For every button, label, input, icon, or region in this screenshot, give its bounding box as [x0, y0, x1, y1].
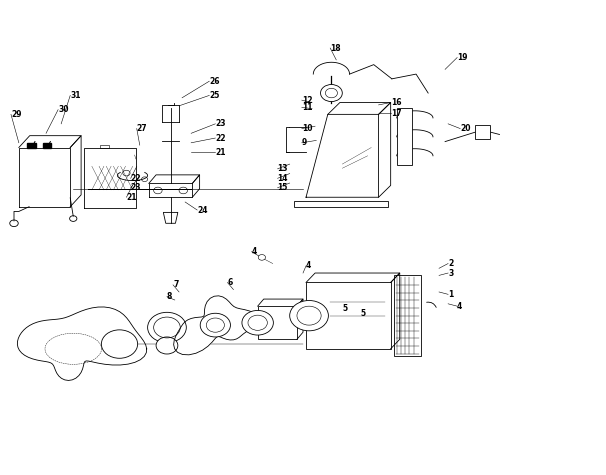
Text: 15: 15: [278, 183, 288, 192]
Bar: [475, 125, 490, 139]
Text: 22: 22: [215, 133, 226, 142]
Circle shape: [148, 313, 186, 342]
Text: 20: 20: [460, 124, 471, 133]
Text: 29: 29: [11, 110, 21, 119]
Text: 24: 24: [197, 206, 208, 215]
Text: 7: 7: [173, 280, 178, 289]
Text: 17: 17: [391, 109, 401, 118]
Text: 4: 4: [457, 302, 462, 311]
Circle shape: [290, 301, 328, 331]
Circle shape: [258, 255, 265, 260]
Text: 13: 13: [278, 164, 288, 173]
Text: 14: 14: [278, 174, 288, 183]
Text: 23: 23: [131, 183, 141, 192]
Text: 4: 4: [306, 261, 311, 270]
Text: 21: 21: [127, 193, 137, 202]
Circle shape: [101, 330, 138, 358]
Bar: [258, 306, 297, 339]
Circle shape: [242, 311, 273, 335]
Text: 5: 5: [361, 309, 365, 318]
Text: 2: 2: [448, 259, 453, 268]
Text: 19: 19: [457, 53, 468, 62]
Polygon shape: [174, 296, 258, 355]
Circle shape: [200, 314, 230, 337]
Text: 22: 22: [131, 174, 141, 183]
Text: 1: 1: [448, 290, 453, 299]
Polygon shape: [306, 114, 379, 197]
Bar: [99, 145, 108, 149]
Text: 9: 9: [302, 138, 307, 147]
Text: 10: 10: [302, 124, 312, 133]
Text: 4: 4: [251, 247, 257, 256]
Polygon shape: [18, 307, 147, 380]
Circle shape: [123, 170, 130, 176]
Circle shape: [179, 187, 187, 194]
Text: 18: 18: [330, 44, 341, 53]
Text: 16: 16: [391, 98, 401, 107]
Text: 5: 5: [342, 304, 347, 313]
Circle shape: [321, 85, 342, 102]
Bar: [43, 143, 52, 148]
Text: 30: 30: [58, 105, 68, 114]
Text: 21: 21: [215, 148, 226, 157]
Bar: [306, 283, 391, 349]
Text: 3: 3: [448, 268, 453, 277]
Bar: [294, 201, 388, 207]
Text: 8: 8: [167, 292, 172, 301]
Bar: [394, 276, 421, 356]
Text: 26: 26: [209, 76, 220, 86]
Text: 11: 11: [302, 103, 312, 112]
Text: 6: 6: [227, 278, 233, 287]
Circle shape: [142, 177, 148, 181]
Text: 27: 27: [137, 124, 147, 133]
Circle shape: [154, 187, 162, 194]
Text: 31: 31: [70, 91, 81, 100]
Text: 25: 25: [209, 91, 219, 100]
Bar: [397, 108, 412, 165]
Circle shape: [156, 337, 178, 354]
Text: 12: 12: [302, 95, 312, 104]
Bar: [27, 143, 36, 148]
Text: 23: 23: [215, 119, 226, 128]
